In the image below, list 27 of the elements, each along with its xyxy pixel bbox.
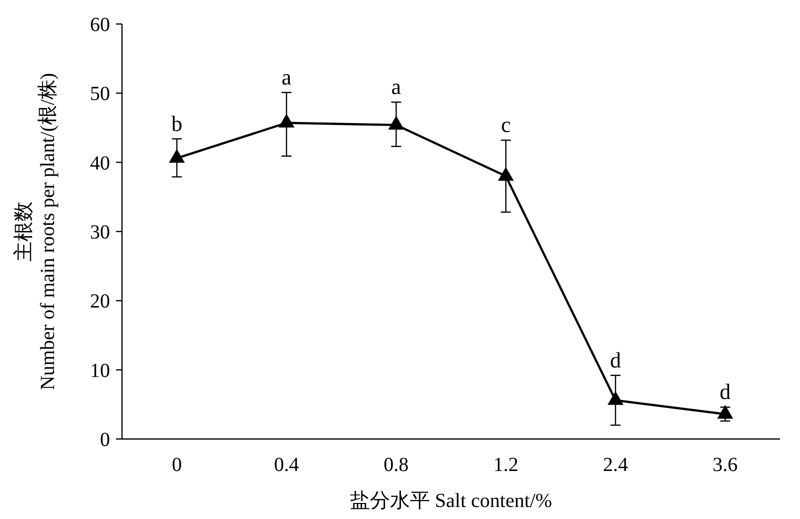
point: [717, 404, 734, 419]
annotation: c: [500, 112, 511, 138]
annotation: d: [610, 347, 621, 372]
point: [498, 166, 514, 181]
annotation: a: [282, 64, 292, 90]
x-tick-label: 2.4: [603, 454, 628, 476]
annotation: a: [391, 74, 402, 100]
y-tick-label: 40: [90, 152, 110, 174]
point: [388, 116, 404, 130]
x-tick-label: 0.4: [274, 454, 299, 476]
y-tick-label: 20: [90, 290, 110, 313]
x-tick-label: 1.2: [493, 454, 518, 476]
annotation: b: [171, 110, 182, 136]
point: [278, 114, 294, 128]
y-tick-label: 60: [90, 14, 110, 36]
point: [168, 148, 185, 163]
y-axis-title: 主根数 Number of main roots per plant/(根/株): [12, 72, 59, 390]
x-tick-label: 0: [172, 454, 182, 476]
y-tick-label: 30: [90, 222, 110, 244]
y-tick-label: 0: [100, 429, 110, 451]
point: [608, 391, 624, 405]
x-axis-title: 盐分水平 Salt content/%: [350, 490, 552, 512]
y-tick-label: 10: [90, 360, 110, 382]
annotation: d: [720, 379, 731, 404]
x-tick-label: 0.8: [384, 454, 409, 476]
y-tick-label: 50: [90, 83, 110, 106]
x-tick-label: 3.6: [712, 454, 738, 476]
